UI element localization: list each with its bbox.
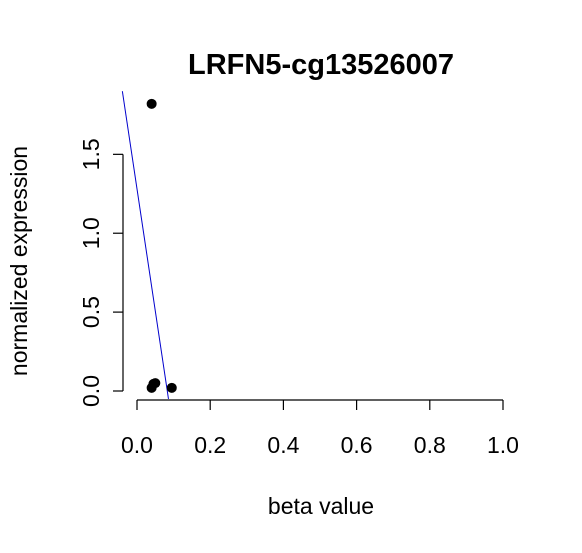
- y-tick-label: 1.0: [78, 217, 104, 249]
- y-axis-label: normalized expression: [6, 146, 32, 376]
- data-point: [146, 382, 157, 393]
- y-axis: 0.0 0.5 1.0 1.5: [78, 138, 124, 407]
- regression-line: [121, 91, 169, 399]
- plot-area: [121, 91, 177, 399]
- x-tick-label: 0.0: [121, 432, 153, 458]
- x-axis-label: beta value: [268, 493, 374, 519]
- x-tick-label: 0.8: [414, 432, 446, 458]
- x-axis: 0.0 0.2 0.4 0.6 0.8 1.0: [121, 399, 519, 458]
- x-tick-label: 0.2: [194, 432, 226, 458]
- y-tick-label: 1.5: [78, 138, 104, 170]
- x-tick-label: 0.6: [341, 432, 373, 458]
- x-tick-label: 1.0: [487, 432, 519, 458]
- y-tick-label: 0.5: [78, 296, 104, 328]
- x-tick-label: 0.4: [267, 432, 299, 458]
- chart-title: LRFN5-cg13526007: [188, 49, 454, 81]
- data-point: [146, 98, 157, 109]
- y-tick-label: 0.0: [78, 375, 104, 407]
- data-point: [166, 382, 177, 393]
